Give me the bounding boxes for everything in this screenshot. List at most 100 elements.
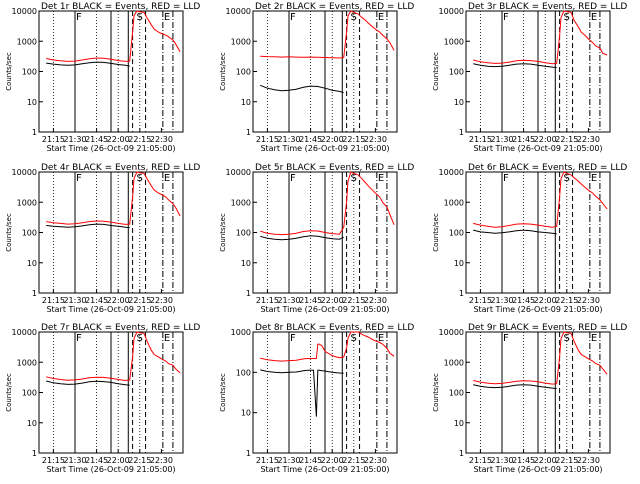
x-tick-label: 22:15 — [342, 135, 365, 144]
x-tick-label: 21:15 — [42, 296, 65, 305]
x-tick-label: 22:15 — [555, 456, 578, 465]
series-events — [46, 380, 130, 386]
y-tick-label: 100 — [236, 368, 251, 377]
series-events — [473, 384, 557, 390]
x-axis-label: Start Time (26-Oct-09 21:05:00) — [260, 305, 389, 314]
y-tick-label: 1000 — [17, 198, 37, 207]
region-label: F — [503, 12, 509, 23]
series-lld — [260, 331, 395, 362]
y-tick-label: 10 — [241, 259, 251, 268]
panel-title: Det 1r BLACK = Events, RED = LLD — [41, 2, 200, 12]
series-lld — [46, 171, 181, 225]
region-label: E — [164, 333, 170, 344]
x-tick-label: 21:15 — [256, 135, 279, 144]
panel-title: Det 5r BLACK = Events, RED = LLD — [255, 163, 414, 173]
x-tick-label: 21:30 — [490, 135, 513, 144]
x-tick-label: 22:30 — [577, 135, 600, 144]
y-tick-label: 100 — [22, 389, 37, 398]
y-tick-label: 1 — [246, 128, 251, 137]
region-label: E — [591, 173, 597, 184]
y-tick-label: 1 — [246, 289, 251, 298]
region-label: E — [378, 173, 384, 184]
region-label: E — [378, 12, 384, 23]
x-tick-label: 21:45 — [299, 456, 322, 465]
x-axis-label: Start Time (26-Oct-09 21:05:00) — [46, 465, 175, 474]
y-tick-label: 100 — [449, 229, 464, 238]
x-tick-label: 22:30 — [577, 456, 600, 465]
series-lld — [260, 10, 395, 59]
x-axis-label: Start Time (26-Oct-09 21:05:00) — [260, 144, 389, 153]
series-lld — [473, 10, 608, 65]
x-tick-label: 21:15 — [256, 456, 279, 465]
region-label: F — [503, 173, 509, 184]
x-tick-label: 22:30 — [150, 296, 173, 305]
y-tick-label: 10000 — [439, 7, 464, 16]
series-events — [46, 61, 130, 67]
y-tick-label: 10 — [27, 259, 37, 268]
y-tick-label: 10000 — [226, 168, 251, 177]
region-label: F — [76, 173, 82, 184]
x-axis-label: Start Time (26-Oct-09 21:05:00) — [260, 465, 389, 474]
x-tick-label: 22:00 — [107, 456, 130, 465]
y-tick-label: 100 — [236, 68, 251, 77]
region-label: F — [290, 333, 296, 344]
y-tick-label: 1000 — [17, 37, 37, 46]
x-tick-label: 22:15 — [128, 135, 151, 144]
panel-title: Det 7r BLACK = Events, RED = LLD — [41, 323, 200, 333]
y-tick-label: 10 — [27, 419, 37, 428]
y-tick-label: 1000 — [444, 37, 464, 46]
y-tick-label: 1 — [459, 289, 464, 298]
x-tick-label: 22:30 — [150, 456, 173, 465]
series-events — [260, 235, 344, 241]
series-events — [260, 84, 344, 94]
region-label: S — [350, 333, 356, 344]
region-label: S — [350, 173, 356, 184]
y-axis-label: Counts/sec — [432, 213, 440, 252]
series-lld — [473, 331, 608, 385]
region-label: F — [76, 333, 82, 344]
y-tick-label: 100 — [22, 229, 37, 238]
y-axis-label: Counts/sec — [432, 373, 440, 412]
y-axis-label: Counts/sec — [219, 213, 227, 252]
x-tick-label: 21:15 — [469, 135, 492, 144]
y-axis-label: Counts/sec — [5, 373, 13, 412]
y-tick-label: 10 — [454, 259, 464, 268]
x-tick-label: 21:30 — [63, 296, 86, 305]
x-axis-label: Start Time (26-Oct-09 21:05:00) — [473, 305, 602, 314]
series-lld — [260, 171, 395, 236]
x-tick-label: 22:30 — [150, 135, 173, 144]
region-label: S — [563, 173, 569, 184]
region-label: E — [164, 12, 170, 23]
y-tick-label: 1000 — [231, 198, 251, 207]
region-label: E — [378, 333, 384, 344]
x-tick-label: 22:30 — [364, 296, 387, 305]
y-tick-label: 1000 — [17, 358, 37, 367]
panel-title: Det 8r BLACK = Events, RED = LLD — [255, 323, 414, 333]
x-tick-label: 22:00 — [534, 135, 557, 144]
y-tick-label: 1 — [32, 449, 37, 458]
y-tick-label: 10000 — [12, 328, 37, 337]
y-tick-label: 10 — [454, 98, 464, 107]
y-tick-label: 10 — [27, 98, 37, 107]
y-tick-label: 1 — [459, 449, 464, 458]
y-tick-label: 10000 — [439, 168, 464, 177]
region-label: E — [591, 12, 597, 23]
x-tick-label: 21:15 — [469, 456, 492, 465]
region-label: S — [350, 12, 356, 23]
x-tick-label: 22:00 — [321, 296, 344, 305]
y-tick-label: 10 — [241, 409, 251, 418]
x-tick-label: 22:15 — [342, 296, 365, 305]
y-axis-label: Counts/sec — [219, 52, 227, 91]
x-tick-label: 21:15 — [42, 456, 65, 465]
x-tick-label: 22:00 — [534, 296, 557, 305]
series-lld — [473, 171, 608, 228]
x-tick-label: 22:15 — [555, 135, 578, 144]
x-tick-label: 22:00 — [107, 296, 130, 305]
y-tick-label: 1000 — [444, 358, 464, 367]
x-tick-label: 21:45 — [85, 135, 108, 144]
